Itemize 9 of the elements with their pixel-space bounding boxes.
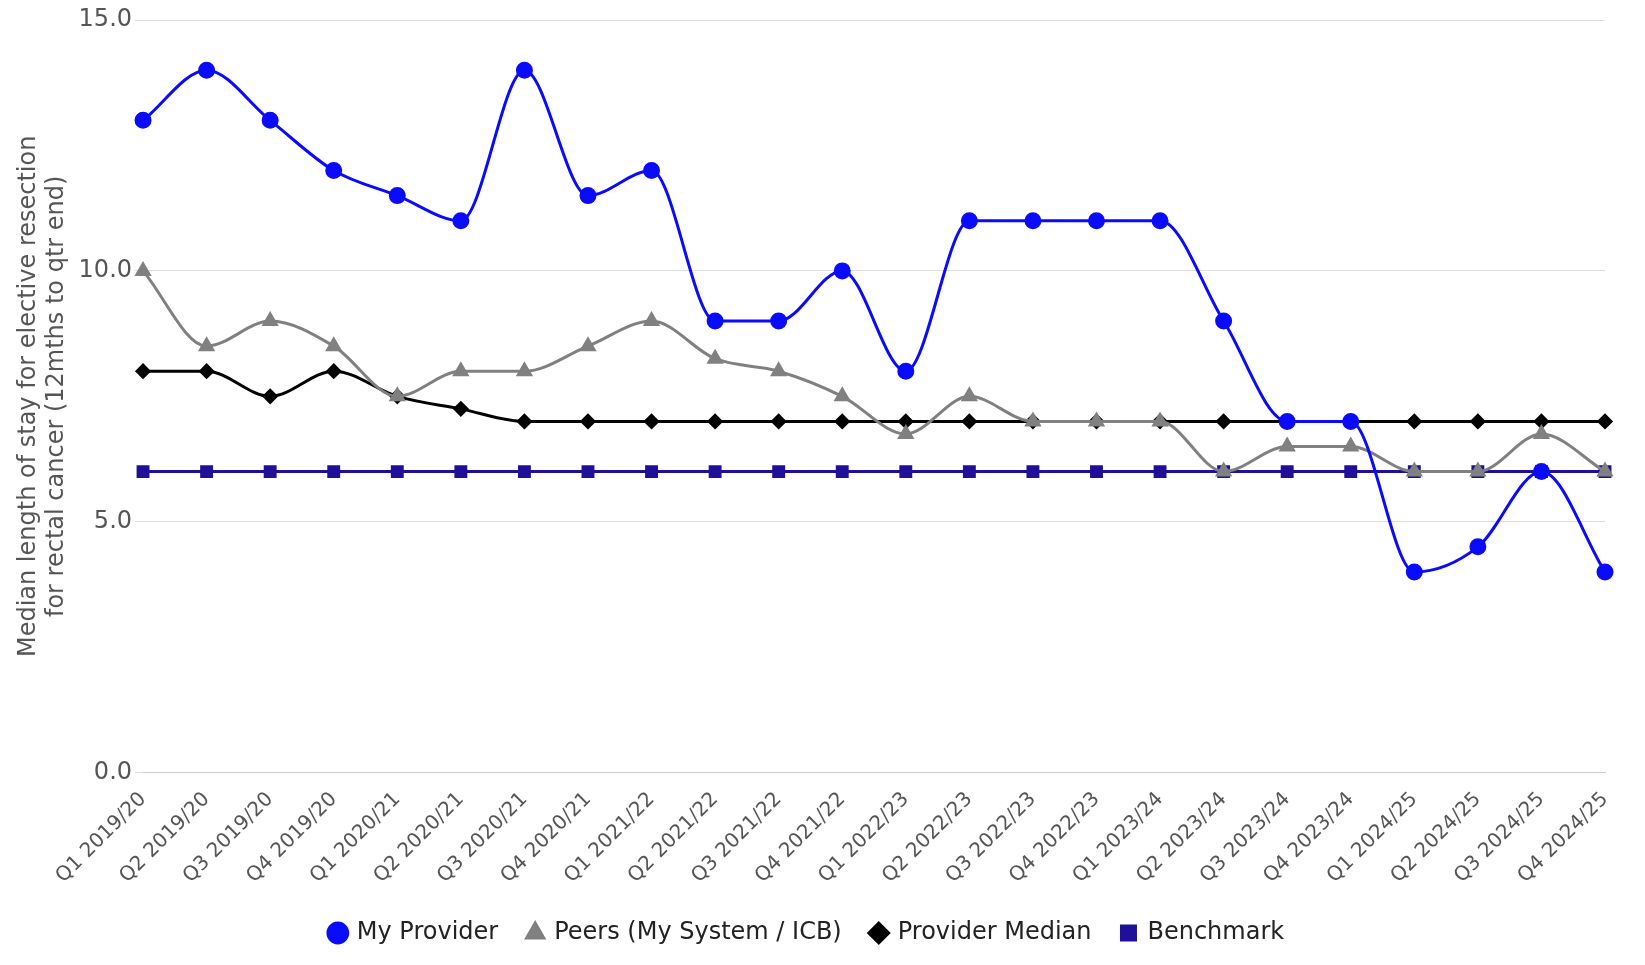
y-tick-label: 15.0 <box>78 4 133 33</box>
y-axis-title: Median length of stay for elective resection for rectal cancer (12mths to qtr end) <box>12 135 70 658</box>
legend-label: Provider Median <box>897 917 1092 946</box>
legend-label: My Provider <box>356 917 499 946</box>
legend-label: Peers (My System / ICB) <box>554 917 842 946</box>
legend-label: Benchmark <box>1147 917 1285 946</box>
y-tick-label: 0.0 <box>93 756 133 785</box>
y-tick-label: 5.0 <box>93 506 133 534</box>
y-tick-label: 10.0 <box>78 255 133 284</box>
